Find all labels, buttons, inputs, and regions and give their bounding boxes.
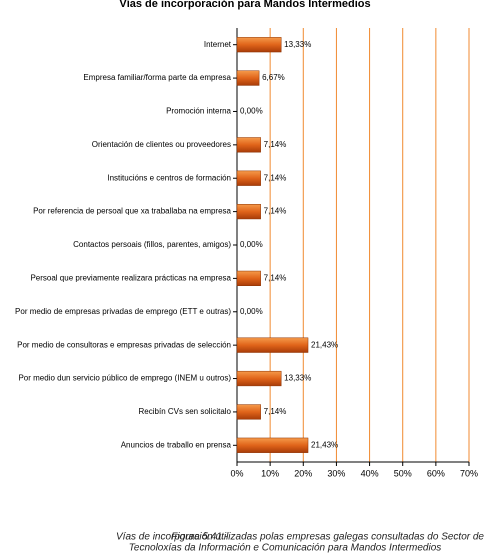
caption-line: Tecnoloxías da Información e Comunicació… — [129, 543, 442, 554]
x-tick-label: 70% — [460, 468, 478, 478]
bar — [236, 337, 309, 353]
x-tick-label: 40% — [361, 468, 379, 478]
value-label: 7,14% — [264, 273, 287, 282]
y-tick-label: Internet — [204, 40, 232, 49]
bar — [236, 270, 261, 286]
value-label: 21,43% — [311, 340, 338, 349]
y-tick-label: Orientación de clientes ou proveedores — [92, 140, 231, 149]
value-label: 21,43% — [311, 440, 338, 449]
value-label: 7,14% — [264, 173, 287, 182]
bar — [236, 437, 309, 453]
y-tick-label: Por medio de empresas privadas de empreg… — [15, 307, 231, 316]
caption-line: Vías de incorporación utilizadas polas e… — [116, 532, 484, 543]
y-tick-label: Por referencia de persoal que xa traball… — [33, 207, 231, 216]
y-tick-label: Persoal que previamente realizara prácti… — [30, 273, 231, 282]
x-tick-label: 10% — [261, 468, 279, 478]
bar — [236, 37, 282, 53]
value-label: 7,14% — [264, 140, 287, 149]
y-tick-label: Por medio de consultoras e empresas priv… — [17, 340, 231, 349]
caption-label: Figura 5.41.- — [171, 532, 228, 543]
bar — [236, 137, 261, 153]
value-label: 7,14% — [264, 407, 287, 416]
x-tick-label: 0% — [230, 468, 243, 478]
value-label: 0,00% — [240, 107, 263, 116]
y-tick-label: Anuncios de traballo en prensa — [121, 440, 232, 449]
value-label: 13,33% — [284, 374, 311, 383]
y-tick-label: Promoción interna — [166, 107, 231, 116]
value-label: 6,67% — [262, 73, 285, 82]
x-tick-label: 50% — [394, 468, 412, 478]
y-tick-label: Contactos persoais (fillos, parentes, am… — [73, 240, 231, 249]
x-tick-label: 60% — [427, 468, 445, 478]
value-label: 0,00% — [240, 240, 263, 249]
bar — [236, 70, 260, 86]
value-label: 0,00% — [240, 307, 263, 316]
x-tick-label: 30% — [327, 468, 345, 478]
bar — [236, 370, 282, 387]
y-tick-label: Recibín CVs sen solicitalo — [139, 407, 232, 416]
y-tick-label: Institucións e centros de formación — [107, 173, 231, 182]
value-label: 7,14% — [264, 207, 287, 216]
y-tick-label: Empresa familiar/forma parte da empresa — [83, 73, 231, 82]
bar — [236, 204, 261, 220]
value-label: 13,33% — [284, 40, 311, 49]
bar — [236, 404, 261, 420]
bar — [236, 170, 261, 186]
x-tick-label: 20% — [294, 468, 312, 478]
chart-title: Vías de incorporación para Mandos Interm… — [119, 0, 370, 10]
y-tick-label: Por medio dun servicio público de empreg… — [18, 374, 231, 383]
